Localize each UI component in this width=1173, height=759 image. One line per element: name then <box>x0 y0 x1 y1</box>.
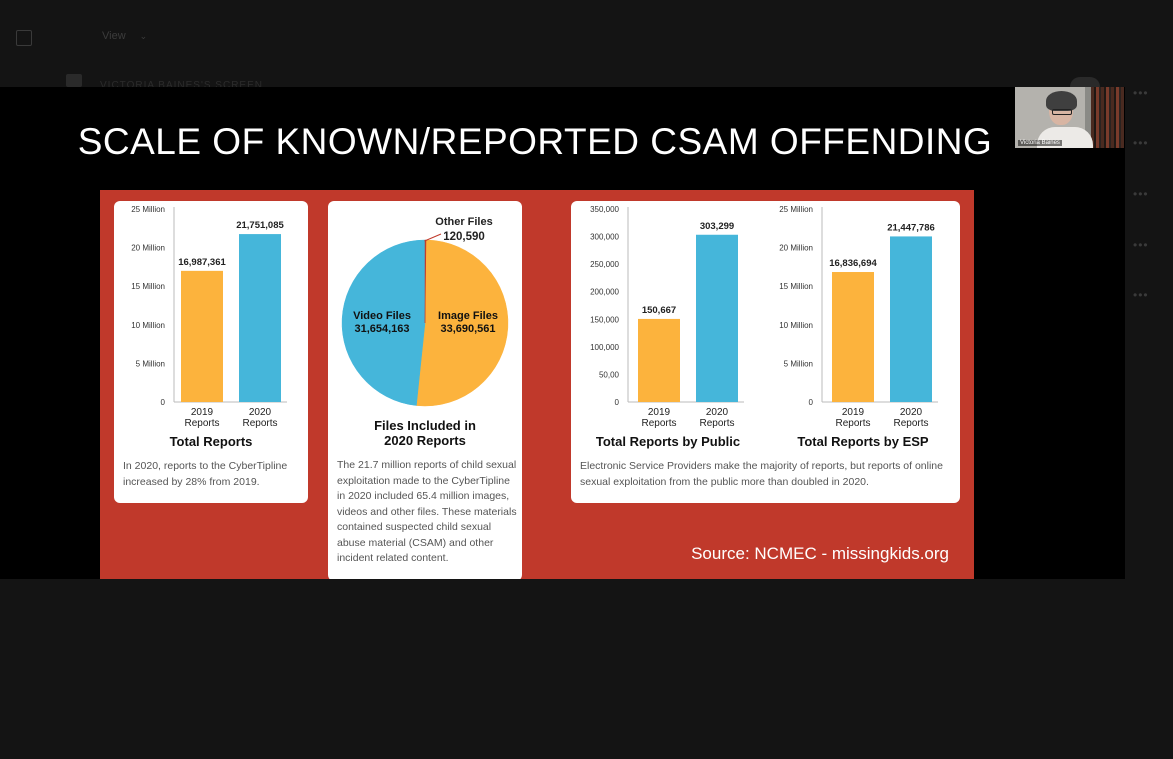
shared-screen: SCALE OF KNOWN/REPORTED CSAM OFFENDING 0… <box>0 87 1125 579</box>
bar-value-label: 16,836,694 <box>829 258 877 269</box>
y-tick-label: 0 <box>615 398 620 407</box>
chart-title: 2020 Reports <box>384 433 466 448</box>
y-tick-label: 25 Million <box>779 205 813 214</box>
bar-value-label: 303,299 <box>700 221 734 232</box>
pie-leader-line <box>424 233 442 242</box>
y-tick-label: 25 Million <box>131 205 165 214</box>
bar-value-label: 21,447,786 <box>887 222 935 233</box>
bar <box>696 234 738 402</box>
pie-slice-value: 120,590 <box>443 231 485 243</box>
x-tick-label: 2019 <box>648 407 671 418</box>
bar <box>890 236 932 402</box>
view-button[interactable]: View ⌄ <box>102 30 147 42</box>
files-card: Image Files 33,690,561 Video Files 31,654,1… <box>328 201 522 579</box>
pie-slice-label: Other Files <box>435 216 492 228</box>
y-tick-label: 350,000 <box>590 205 619 214</box>
total-reports-chart: 0 5 Million 10 Million 15 Million 20 Million… <box>131 205 287 449</box>
avatar <box>1070 77 1100 87</box>
y-tick-label: 15 Million <box>131 282 165 291</box>
y-tick-label: 10 Million <box>779 321 813 330</box>
more-options-icon[interactable]: ••• <box>1133 187 1149 201</box>
x-tick-label: Reports <box>893 418 928 429</box>
x-tick-label: 2019 <box>842 407 865 418</box>
slide-title: SCALE OF KNOWN/REPORTED CSAM OFFENDING <box>77 121 993 162</box>
participant-video-tile[interactable]: Victoria Baines <box>1015 87 1124 148</box>
chart-title: Total Reports by ESP <box>797 434 929 449</box>
bar <box>832 272 874 402</box>
pie-slice-value: 31,654,163 <box>354 323 409 335</box>
x-tick-label: 2019 <box>191 407 214 418</box>
bar <box>239 234 281 402</box>
bar <box>638 318 680 402</box>
y-tick-label: 100,000 <box>590 343 619 352</box>
y-tick-label: 0 <box>809 398 814 407</box>
more-options-icon[interactable]: ••• <box>1133 288 1149 302</box>
x-tick-label: Reports <box>699 418 734 429</box>
meeting-top-bar: View ⌄ VICTORIA BAINES'S SCREEN <box>0 0 1173 91</box>
chart-title: Files Included in <box>374 418 476 433</box>
participant-hair <box>1046 91 1077 111</box>
reports-by-source-card: 0 50,00 100,000 150,000 200,000 250,000 300,00… <box>571 201 960 503</box>
view-label: View <box>102 30 126 42</box>
x-tick-label: Reports <box>835 418 870 429</box>
y-tick-label: 20 Million <box>131 244 165 253</box>
y-tick-label: 15 Million <box>779 282 813 291</box>
x-tick-label: 2020 <box>249 407 272 418</box>
x-tick-label: 2020 <box>900 407 923 418</box>
screen-share-icon <box>66 74 82 87</box>
pie-slice-label: Image Files <box>438 310 498 322</box>
y-tick-label: 50,00 <box>599 370 620 379</box>
bar <box>181 270 223 402</box>
pie-slice <box>341 239 426 406</box>
x-tick-label: Reports <box>641 418 676 429</box>
bar-value-label: 16,987,361 <box>178 257 226 268</box>
files-caption: The 21.7 million reports of child sexual… <box>337 459 517 564</box>
bar-value-label: 150,667 <box>642 305 676 316</box>
y-tick-label: 5 Million <box>784 359 813 368</box>
x-tick-label: 2020 <box>706 407 729 418</box>
y-tick-label: 200,000 <box>590 288 619 297</box>
reports-source-caption: Electronic Service Providers make the ma… <box>580 460 943 488</box>
y-tick-label: 20 Million <box>779 244 813 253</box>
reports-by-source-charts: 0 50,00 100,000 150,000 200,000 250,000 300,00… <box>590 205 938 449</box>
source-citation: Source: NCMEC - missingkids.org <box>691 544 949 563</box>
presenter-label: VICTORIA BAINES'S SCREEN <box>100 80 263 91</box>
y-tick-label: 0 <box>161 398 166 407</box>
window-icon[interactable] <box>16 30 32 46</box>
y-tick-label: 5 Million <box>136 359 165 368</box>
y-tick-label: 300,000 <box>590 233 619 242</box>
more-options-icon[interactable]: ••• <box>1133 86 1149 100</box>
pie-slice <box>416 239 509 407</box>
chart-title: Total Reports by Public <box>596 434 740 449</box>
presenter-bar: VICTORIA BAINES'S SCREEN <box>66 74 326 91</box>
y-tick-label: 250,000 <box>590 260 619 269</box>
pie-slice-value: 33,690,561 <box>440 323 495 335</box>
x-tick-label: Reports <box>242 418 277 429</box>
y-tick-label: 150,000 <box>590 315 619 324</box>
total-reports-caption: In 2020, reports to the CyberTipline inc… <box>123 460 288 488</box>
participant-name: Victoria Baines <box>1018 140 1062 146</box>
slide-panel: 0 5 Million 10 Million 15 Million 20 Million… <box>100 190 974 579</box>
bar-value-label: 21,751,085 <box>236 220 284 231</box>
y-tick-label: 10 Million <box>131 321 165 330</box>
pie-slice-label: Video Files <box>353 310 411 322</box>
more-options-icon[interactable]: ••• <box>1133 238 1149 252</box>
participant-glasses <box>1052 109 1072 115</box>
total-reports-card: 0 5 Million 10 Million 15 Million 20 Million… <box>114 201 308 503</box>
chevron-down-icon: ⌄ <box>139 31 148 41</box>
x-tick-label: Reports <box>184 418 219 429</box>
chart-title: Total Reports <box>170 434 253 449</box>
bookshelf-image <box>1091 87 1124 148</box>
more-options-icon[interactable]: ••• <box>1133 136 1149 150</box>
